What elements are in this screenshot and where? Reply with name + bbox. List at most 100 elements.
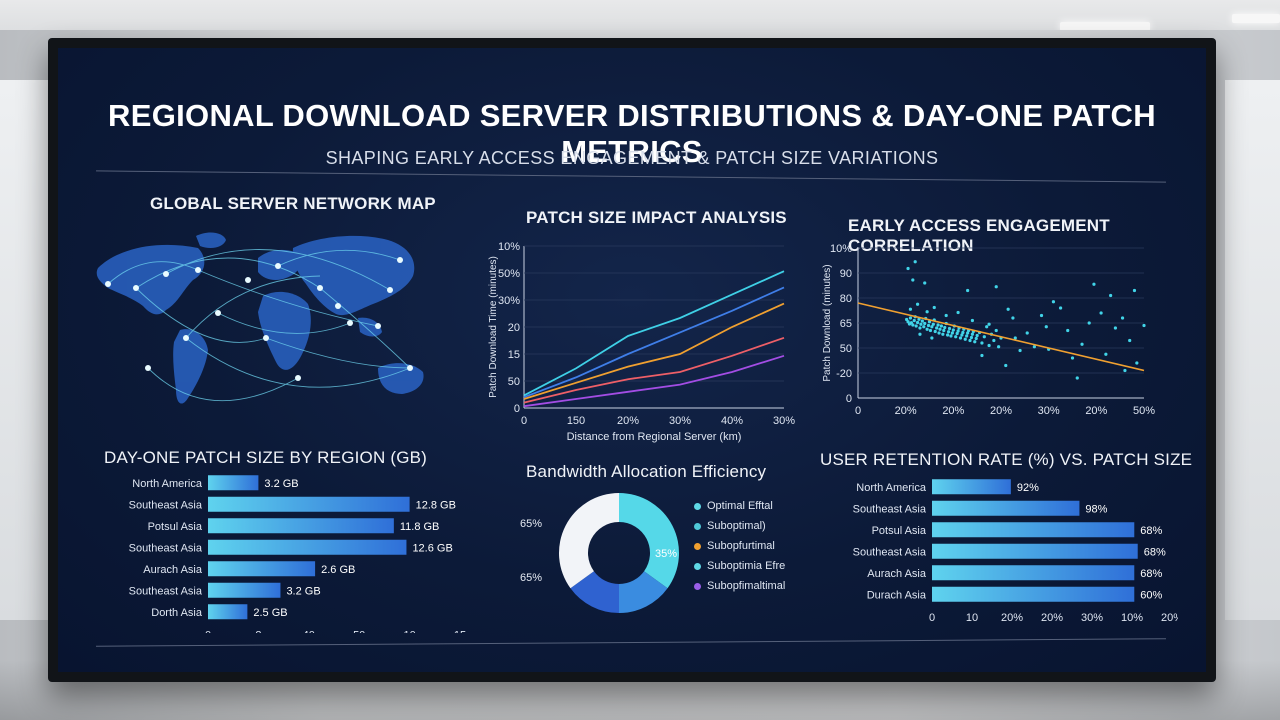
scatter-point [1120, 316, 1125, 320]
server-node [335, 303, 341, 309]
scatter-point [946, 330, 951, 334]
scatter-point [1025, 331, 1029, 335]
scatter-point [1113, 326, 1117, 330]
scatter-point [951, 328, 955, 332]
bar [932, 500, 1080, 516]
server-node [275, 263, 281, 269]
x-tick-label: 20% [990, 405, 1012, 417]
scatter-point [1013, 336, 1017, 340]
scatter-point [943, 325, 947, 330]
network-arc [277, 249, 401, 267]
scatter-point [1132, 288, 1137, 293]
scatter-point [974, 336, 978, 341]
scatter-point [1109, 293, 1113, 298]
scatter-point [987, 322, 991, 326]
x-tick-label: 20% [1001, 612, 1023, 624]
dashboard-subtitle: SHAPING EARLY ACCESS ENGAGEMENT & PATCH … [325, 148, 939, 168]
x-tick-label: 20% [617, 415, 639, 427]
right-window [1225, 80, 1280, 620]
scatter-point [923, 321, 927, 326]
server-node [105, 281, 111, 287]
y-tick-label: 10% [830, 243, 852, 255]
x-tick-label: 0 [855, 405, 861, 417]
scatter-point [913, 260, 917, 264]
bar-value-label: 12.8 GB [416, 499, 456, 511]
server-node [387, 287, 393, 293]
scatter-point [949, 334, 953, 338]
scatter-point [1032, 345, 1036, 349]
y-tick-label: 50 [840, 343, 852, 355]
scatter-point [980, 341, 984, 345]
scatter-point [1006, 307, 1010, 311]
network-arc [319, 287, 411, 369]
wall-monitor: REGIONAL DOWNLOAD SERVER DISTRIBUTIONS &… [48, 38, 1216, 682]
scatter-point [1011, 316, 1015, 320]
category-label: North America [132, 478, 203, 490]
engagement-scatter-chart: 0 -20 50 65 80 90 10% 0 20% 20% 20% 30% 20% 50% Patch … [822, 243, 1155, 417]
server-node [245, 277, 251, 283]
scatter-point [970, 332, 974, 336]
x-tick-label: 0 [205, 630, 211, 634]
server-node [263, 335, 269, 341]
scatter-point [970, 318, 974, 323]
scatter-point [944, 313, 948, 318]
category-label: Southeast Asia [853, 546, 927, 558]
x-tick-label: 10 [403, 630, 415, 634]
scatter-point [918, 326, 922, 330]
legend-item: Suboptimia Efre [694, 560, 785, 572]
bar-value-label: 2.5 GB [253, 607, 287, 619]
x-tick-label: 30% [1038, 405, 1060, 417]
x-tick-label: 15 [454, 630, 466, 634]
y-tick-label: 50 [508, 376, 520, 388]
category-label: Aurach Asia [143, 564, 203, 576]
y-tick-label: 15 [508, 349, 520, 361]
scatter-point [1018, 348, 1022, 353]
y-tick-label: 50% [498, 268, 520, 280]
y-tick-label: 30% [498, 295, 520, 307]
network-arc [265, 337, 411, 369]
x-tick-label: 20% [1085, 405, 1107, 417]
server-node [163, 271, 169, 277]
donut-slice-4 [559, 493, 619, 589]
scatter-point [1039, 313, 1044, 318]
scatter-point [928, 328, 933, 333]
category-label: Dorth Asia [151, 607, 203, 619]
scatter-point [975, 333, 979, 338]
scatter-point [955, 331, 959, 336]
scatter-point [915, 320, 920, 325]
scatter-point [912, 318, 916, 323]
network-arc [147, 367, 299, 402]
scatter-point [966, 331, 970, 335]
australia-shape [378, 363, 424, 394]
scatter-point [942, 328, 946, 333]
server-node [397, 257, 403, 263]
map-title: GLOBAL SERVER NETWORK MAP [150, 194, 436, 213]
category-label: Potsul Asia [872, 525, 927, 537]
scatter-point [997, 345, 1001, 349]
x-tick-label: 20% [1161, 612, 1178, 624]
legend-item: Optimal Efftal [694, 500, 773, 512]
donut-left-label-top: 65% [520, 518, 543, 530]
scatter-point [987, 343, 991, 348]
x-tick-label: 0 [929, 612, 935, 624]
x-tick-label: 10% [1121, 612, 1143, 624]
bar [932, 543, 1138, 559]
bar-value-label: 68% [1140, 525, 1162, 537]
scatter-point [923, 281, 927, 285]
scatter-point [1092, 282, 1096, 286]
legend-dot [694, 582, 701, 590]
scatter-point [960, 333, 964, 337]
server-node [347, 320, 353, 326]
dashboard-title: REGIONAL DOWNLOAD SERVER DISTRIBUTIONS &… [108, 98, 1156, 169]
legend-label: Suboptimal) [707, 520, 766, 532]
series-line-4 [523, 336, 785, 404]
network-arc [217, 312, 351, 334]
donut-inside-label: 35% [655, 548, 677, 560]
scatter-point [1004, 363, 1008, 368]
scatter-point [920, 319, 924, 323]
x-tick-label: 30% [773, 415, 795, 427]
scatter-point [908, 316, 913, 320]
legend-label: Subopfimaltimal [707, 580, 786, 592]
y-tick-label: 0 [514, 403, 520, 415]
retention-bar-title: USER RETENTION RATE (%) VS. PATCH SIZE [820, 450, 1193, 469]
